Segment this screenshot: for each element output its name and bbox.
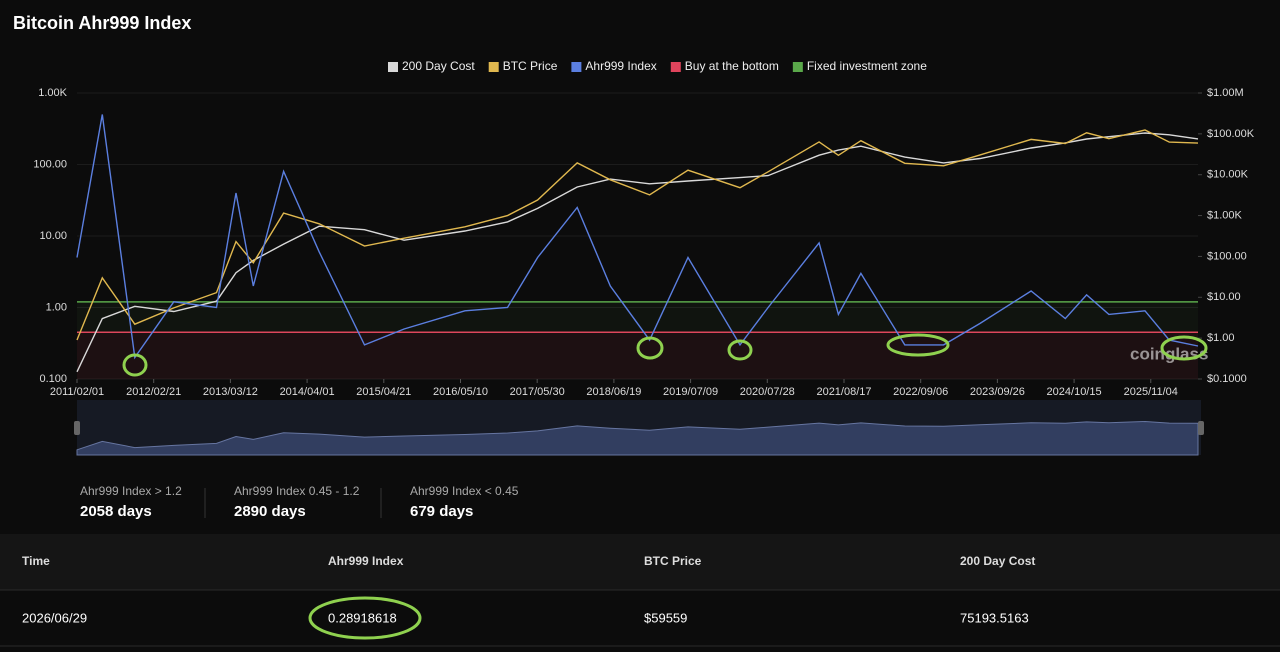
x-tick-label: 2025/11/04 [1124, 386, 1178, 398]
y-tick-label: 1.00K [38, 87, 67, 99]
x-tick-label: 2018/06/19 [586, 386, 641, 398]
x-tick-label: 2022/09/06 [893, 386, 948, 398]
watermark: coinglass [1130, 344, 1208, 363]
highlight [727, 339, 753, 361]
x-tick-label: 2019/07/09 [663, 386, 718, 398]
table-cell: 75193.5163 [960, 610, 1029, 625]
x-tick-label: 2024/10/15 [1047, 386, 1102, 398]
column-header: Ahr999 Index [328, 554, 404, 568]
x-tick-label: 2011/02/01 [50, 386, 104, 398]
annotations [122, 333, 1208, 640]
y-tick-label: 100.00 [33, 158, 67, 170]
y2-tick-label: $10.00K [1207, 169, 1249, 181]
y2-tick-label: $1.00K [1207, 209, 1243, 221]
series-line [76, 132, 1199, 373]
bottom-zone [77, 332, 1198, 379]
navigator-handle[interactable] [74, 421, 80, 435]
table-cell: 0.28918618 [328, 610, 397, 625]
navigator-area [76, 420, 1199, 456]
x-tick-label: 2014/04/01 [280, 386, 335, 398]
stat-label: Ahr999 Index < 0.45 [410, 484, 519, 498]
stat-label: Ahr999 Index > 1.2 [80, 484, 182, 498]
x-tick-label: 2012/02/21 [126, 386, 181, 398]
y2-tick-label: $100.00 [1207, 250, 1247, 262]
x-tick-label: 2020/07/28 [740, 386, 795, 398]
y2-tick-label: $1.00M [1207, 87, 1244, 99]
table-cell: 2026/06/29 [22, 610, 87, 625]
legend-label: BTC Price [503, 59, 558, 73]
table-header-bg [0, 534, 1280, 590]
y2-tick-label: $0.1000 [1207, 373, 1247, 385]
legend-label: Ahr999 Index [585, 59, 656, 73]
x-tick-label: 2013/03/12 [203, 386, 258, 398]
x-tick-label: 2017/05/30 [510, 386, 565, 398]
legend-label: 200 Day Cost [402, 59, 475, 73]
table-cell: $59559 [644, 610, 687, 625]
x-tick-label: 2023/09/26 [970, 386, 1025, 398]
y2-tick-label: $10.00 [1207, 291, 1241, 303]
page-title: Bitcoin Ahr999 Index [13, 13, 191, 33]
x-tick-label: 2016/05/10 [433, 386, 488, 398]
legend-swatch [571, 62, 582, 72]
y2-tick-label: $1.00 [1207, 332, 1235, 344]
legend-swatch [670, 62, 681, 72]
highlight [1160, 335, 1208, 361]
x-tick-label: 2021/08/17 [816, 386, 871, 398]
legend-label: Fixed investment zone [807, 59, 927, 73]
legend-swatch [388, 62, 398, 72]
series-line [76, 129, 1199, 341]
column-header: BTC Price [644, 554, 702, 568]
highlight [886, 333, 950, 357]
legend-swatch [792, 62, 803, 72]
stat-value: 2890 days [234, 503, 306, 520]
highlight [636, 336, 664, 360]
y2-tick-label: $100.00K [1207, 128, 1255, 140]
stat-label: Ahr999 Index 0.45 - 1.2 [234, 484, 360, 498]
y-tick-label: 0.100 [39, 373, 67, 385]
highlight [122, 353, 148, 377]
plot: 0.100 1.00 10.00 100.00 1.00K $0.1000 $1.00 $10… [33, 59, 1255, 456]
investment-zone [77, 301, 1198, 333]
x-tick-label: 2015/04/21 [356, 386, 411, 398]
stat-value: 2058 days [80, 503, 152, 520]
y-tick-label: 1.00 [46, 301, 67, 313]
column-header: 200 Day Cost [960, 554, 1035, 568]
legend-swatch [488, 62, 499, 72]
column-header: Time [22, 554, 50, 568]
highlight [308, 596, 422, 640]
navigator-handle[interactable] [1198, 421, 1204, 435]
stat-value: 679 days [410, 503, 473, 520]
series-line [76, 114, 1199, 360]
y-tick-label: 10.00 [39, 230, 67, 242]
legend-label: Buy at the bottom [685, 59, 779, 73]
